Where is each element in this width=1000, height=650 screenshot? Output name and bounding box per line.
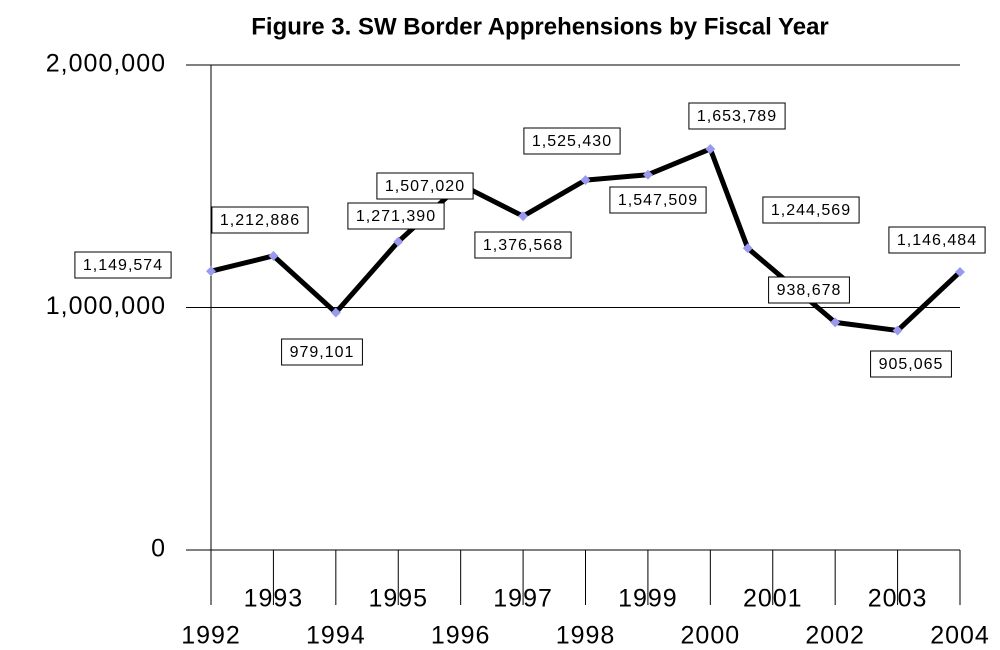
marker <box>955 267 965 277</box>
value-label-box <box>347 202 445 230</box>
marker <box>642 169 653 180</box>
value-label: 1,244,569 <box>771 202 851 219</box>
value-label: 938,678 <box>777 282 842 299</box>
x-tick-label: 1994 <box>306 622 366 650</box>
value-label: 1,653,789 <box>697 108 777 125</box>
marker <box>268 250 279 261</box>
value-label: 1,149,574 <box>83 257 163 274</box>
value-label: 905,065 <box>879 356 944 373</box>
y-tick-label: 0 <box>151 535 166 563</box>
x-tick-label: 2002 <box>805 622 865 650</box>
marker <box>206 266 216 277</box>
value-label: 1,212,886 <box>220 212 300 229</box>
chart-title: Figure 3. SW Border Apprehensions by Fis… <box>251 13 829 40</box>
x-tick-label: 2001 <box>743 585 803 613</box>
value-label: 1,146,484 <box>897 232 977 249</box>
x-tick-label: 1993 <box>244 585 304 613</box>
value-label: 979,101 <box>290 344 355 361</box>
marker <box>830 317 841 328</box>
x-tick-label: 1998 <box>556 622 616 650</box>
x-tick-label: 1999 <box>618 585 678 613</box>
marker <box>518 211 529 222</box>
y-tick-label: 1,000,000 <box>46 292 166 320</box>
value-label: 1,525,430 <box>532 133 612 150</box>
value-label: 1,507,020 <box>385 178 465 195</box>
value-label-box <box>474 231 572 259</box>
value-label-box <box>888 226 986 254</box>
value-label-box <box>523 127 621 155</box>
marker <box>393 236 404 247</box>
value-label-box <box>281 338 363 366</box>
value-label: 1,547,509 <box>618 192 698 209</box>
x-tick-label: 1997 <box>493 585 553 613</box>
value-label-box <box>609 186 707 214</box>
value-label-box <box>211 206 309 234</box>
value-label: 1,376,568 <box>483 237 563 254</box>
marker <box>580 175 591 186</box>
x-tick-label: 1992 <box>181 622 241 650</box>
x-tick-label: 2003 <box>868 585 928 613</box>
value-label-box <box>762 196 860 224</box>
y-tick-label: 2,000,000 <box>46 50 166 78</box>
value-label-box <box>688 102 786 130</box>
marker <box>892 325 903 336</box>
value-label-box <box>74 251 172 279</box>
value-label-box <box>376 172 474 200</box>
x-tick-label: 1995 <box>368 585 428 613</box>
value-label-box <box>870 350 952 378</box>
x-tick-label: 1996 <box>431 622 491 650</box>
marker <box>330 307 341 318</box>
value-label-box <box>768 276 850 304</box>
marker <box>742 243 753 254</box>
marker <box>705 144 716 154</box>
value-label: 1,271,390 <box>356 208 436 225</box>
x-tick-label: 2004 <box>930 622 990 650</box>
x-tick-label: 2000 <box>681 622 741 650</box>
